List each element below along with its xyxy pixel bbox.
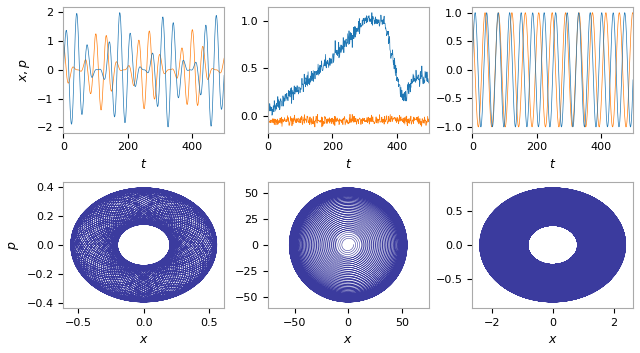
X-axis label: $x$: $x$ xyxy=(139,333,148,346)
X-axis label: $t$: $t$ xyxy=(549,158,556,171)
X-axis label: $t$: $t$ xyxy=(140,158,147,171)
X-axis label: $t$: $t$ xyxy=(344,158,352,171)
Y-axis label: $x, p$: $x, p$ xyxy=(17,58,31,82)
X-axis label: $x$: $x$ xyxy=(548,333,557,346)
Y-axis label: $p$: $p$ xyxy=(7,240,21,250)
X-axis label: $x$: $x$ xyxy=(343,333,353,346)
